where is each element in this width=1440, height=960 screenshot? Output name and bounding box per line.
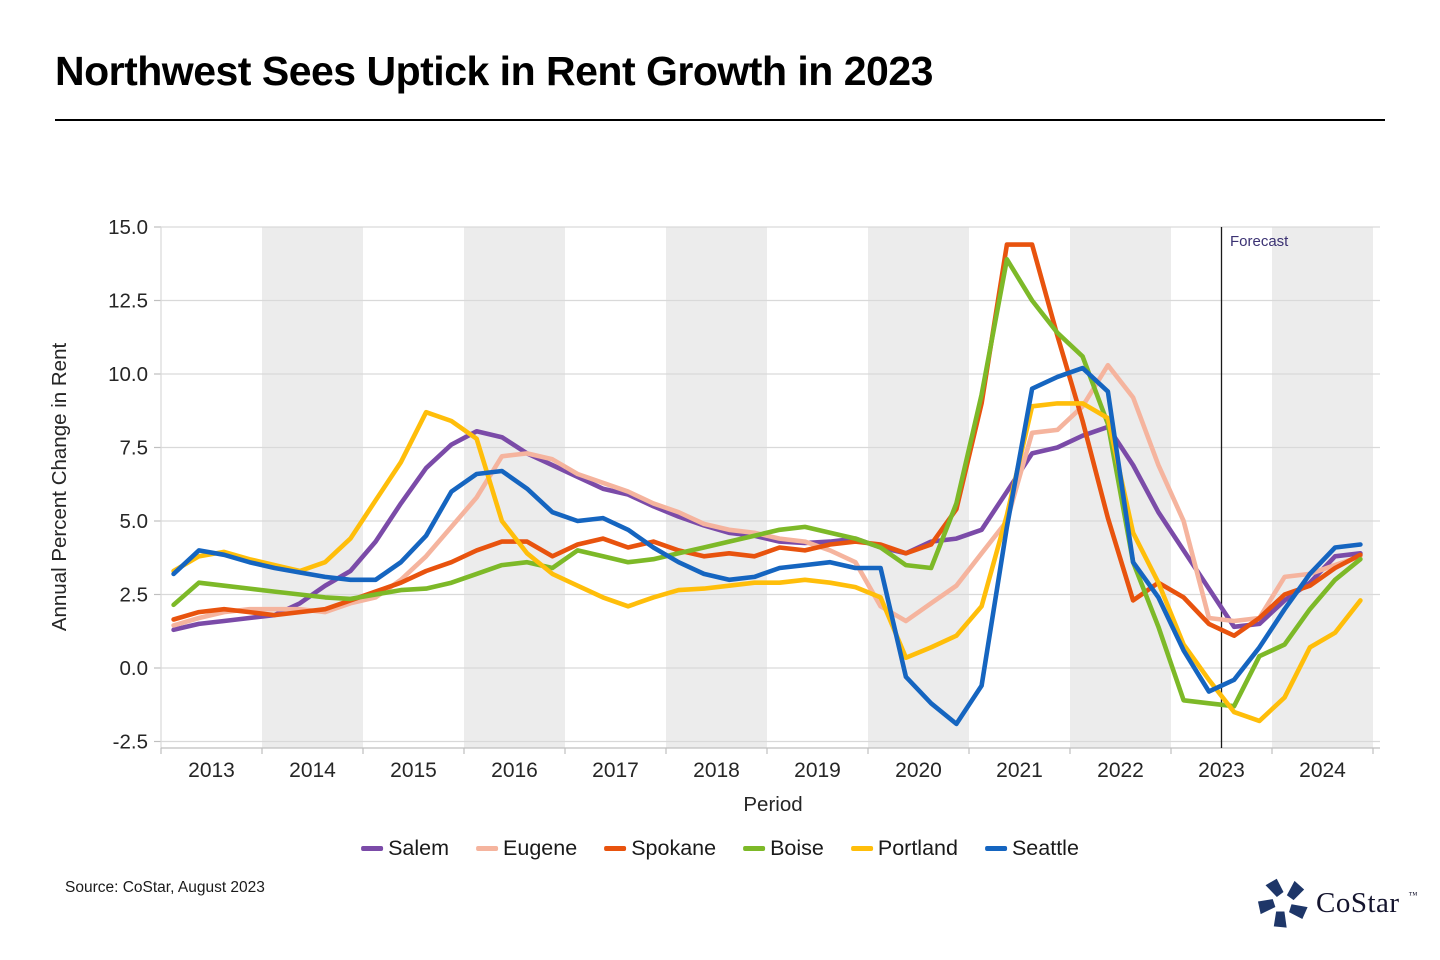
title-divider [55, 119, 1385, 121]
y-tick-label-12.5: 12.5 [108, 290, 148, 313]
legend-label-boise: Boise [770, 836, 824, 860]
x-tick-label-2023: 2023 [1198, 759, 1245, 782]
legend-swatch-salem [361, 846, 384, 851]
x-tick-label-2021: 2021 [996, 759, 1043, 782]
chart-legend: Salem Eugene Spokane Boise Portland Seattle [361, 836, 1079, 861]
legend-swatch-seattle [984, 846, 1007, 851]
legend-label-salem: Salem [388, 836, 450, 860]
x-axis-title: Period [743, 793, 803, 816]
legend-item-eugene: Eugene [476, 836, 577, 861]
legend-item-salem: Salem [361, 836, 449, 861]
costar-logo-tm: ™ [1408, 890, 1418, 900]
x-tick-label-2018: 2018 [693, 759, 740, 782]
year-band-2018 [666, 227, 767, 748]
plot-gridlines: 15.0 12.5 10.0 7.5 5.0 2.5 0.0 -2.5 [108, 216, 1380, 754]
x-tick-label-2022: 2022 [1097, 759, 1144, 782]
series-line-eugene [171, 362, 1363, 628]
series-line-portland [171, 401, 1363, 724]
series-line-seattle [171, 365, 1363, 727]
legend-label-seattle: Seattle [1011, 836, 1079, 860]
year-band-2016 [464, 227, 565, 748]
series-line-salem [171, 424, 1363, 633]
y-tick-label-2.5: 2.5 [120, 584, 149, 607]
source-note: Source: CoStar, August 2023 [65, 879, 265, 896]
x-tick-label-2016: 2016 [491, 759, 538, 782]
y-tick-label-0.0: 0.0 [120, 657, 149, 680]
legend-item-seattle: Seattle [984, 836, 1079, 861]
year-band-2020 [868, 227, 969, 748]
legend-item-spokane: Spokane [604, 836, 716, 861]
legend-item-portland: Portland [850, 836, 958, 861]
y-tick-label-7.5: 7.5 [120, 437, 149, 460]
legend-swatch-spokane [604, 846, 627, 851]
legend-swatch-boise [743, 846, 766, 851]
x-tick-label-2019: 2019 [794, 759, 841, 782]
x-tick-label-2024: 2024 [1299, 759, 1346, 782]
y-tick-label-10.0: 10.0 [108, 363, 148, 386]
year-band-2014 [262, 227, 363, 748]
legend-label-eugene: Eugene [503, 836, 578, 860]
legend-label-spokane: Spokane [631, 836, 717, 860]
legend-swatch-eugene [476, 846, 499, 851]
year-band-2024 [1272, 227, 1373, 748]
x-tick-label-2013: 2013 [188, 759, 235, 782]
x-tick-label-2015: 2015 [390, 759, 437, 782]
x-axis-ticks-labels: 2013 2014 2015 2016 2017 2018 2019 2020 2021 2022… [160, 748, 1374, 782]
forecast-label: Forecast [1230, 233, 1289, 250]
costar-logo: CoStar ™ [1258, 878, 1417, 928]
x-tick-label-2020: 2020 [895, 759, 942, 782]
legend-item-boise: Boise [743, 836, 824, 861]
costar-logo-icon [1258, 878, 1308, 928]
legend-label-portland: Portland [877, 836, 958, 860]
y-tick-label-15.0: 15.0 [108, 216, 148, 239]
legend-swatch-portland [850, 846, 873, 851]
series-line-boise [171, 256, 1363, 709]
y-axis-title: Annual Percent Change in Rent [48, 342, 71, 632]
x-tick-label-2017: 2017 [592, 759, 639, 782]
y-tick-label-5.0: 5.0 [120, 510, 149, 533]
y-tick-label--2.5: -2.5 [113, 731, 148, 754]
costar-logo-text: CoStar [1316, 886, 1400, 919]
plot-year-bands [262, 227, 1373, 748]
page-title: Northwest Sees Uptick in Rent Growth in … [55, 48, 933, 94]
x-tick-label-2014: 2014 [289, 759, 336, 782]
